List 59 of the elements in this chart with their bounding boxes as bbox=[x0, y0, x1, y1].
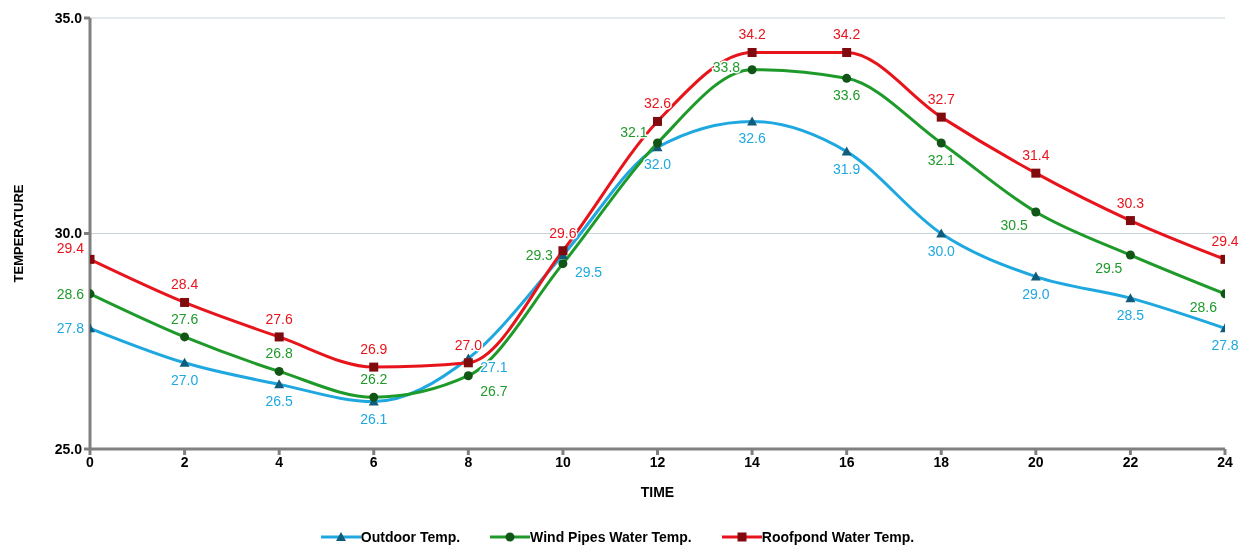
x-tick-label: 14 bbox=[744, 453, 761, 470]
data-label: 31.4 bbox=[1022, 147, 1050, 164]
y-tick-label: 25.0 bbox=[54, 440, 83, 457]
data-label: 32.1 bbox=[620, 123, 648, 140]
data-label: 28.4 bbox=[170, 276, 199, 293]
data-label: 29.0 bbox=[1022, 285, 1050, 302]
data-label: 29.6 bbox=[549, 224, 577, 241]
data-label: 29.5 bbox=[574, 264, 603, 281]
data-label: 34.2 bbox=[738, 26, 766, 43]
x-tick-label: 0 bbox=[86, 453, 95, 470]
legend-label: Outdoor Temp. bbox=[360, 529, 461, 545]
data-label: 26.2 bbox=[360, 371, 388, 388]
x-tick-label: 8 bbox=[464, 453, 473, 470]
x-tick-label: 12 bbox=[649, 453, 666, 470]
data-label: 31.9 bbox=[833, 160, 861, 177]
data-label: 32.7 bbox=[927, 91, 956, 108]
data-label: 26.5 bbox=[265, 393, 293, 410]
data-label: 27.0 bbox=[170, 371, 199, 388]
data-label: 28.6 bbox=[56, 285, 85, 302]
x-tick-label: 10 bbox=[555, 453, 571, 470]
x-tick-label: 6 bbox=[369, 453, 378, 470]
y-tick-label: 30.0 bbox=[54, 225, 83, 242]
data-label: 27.6 bbox=[265, 310, 293, 327]
legend-label: Roofpond Water Temp. bbox=[761, 529, 915, 545]
data-label: 26.1 bbox=[360, 410, 388, 427]
x-tick-label: 2 bbox=[180, 453, 189, 470]
x-tick-label: 4 bbox=[275, 453, 284, 470]
data-label: 26.9 bbox=[360, 341, 388, 358]
data-label: 29.4 bbox=[1211, 233, 1239, 250]
x-tick-label: 24 bbox=[1217, 453, 1233, 470]
x-tick-label: 18 bbox=[933, 453, 950, 470]
data-label: 30.3 bbox=[1116, 194, 1145, 211]
data-label: 32.6 bbox=[643, 95, 672, 112]
legend-label: Wind Pipes Water Temp. bbox=[530, 529, 692, 545]
x-tick-label: 22 bbox=[1122, 453, 1139, 470]
data-label: 27.1 bbox=[480, 359, 508, 376]
data-label: 28.6 bbox=[1189, 298, 1218, 315]
data-label: 33.6 bbox=[833, 87, 861, 104]
data-label: 26.8 bbox=[265, 345, 293, 362]
y-tick-label: 35.0 bbox=[54, 9, 83, 26]
data-label: 29.4 bbox=[56, 240, 85, 257]
data-label: 34.2 bbox=[833, 26, 861, 43]
y-axis-title: TEMPERATURE bbox=[10, 184, 26, 283]
data-label: 32.1 bbox=[927, 151, 956, 168]
data-label: 27.6 bbox=[170, 310, 199, 327]
data-label: 26.7 bbox=[480, 382, 508, 399]
x-tick-label: 16 bbox=[838, 453, 855, 470]
data-label: 28.5 bbox=[1116, 307, 1145, 324]
data-label: 29.3 bbox=[525, 246, 554, 263]
data-label: 27.8 bbox=[1211, 337, 1239, 354]
data-label: 30.5 bbox=[1000, 216, 1029, 233]
data-label: 27.0 bbox=[454, 336, 483, 353]
data-label: 27.8 bbox=[56, 320, 85, 337]
data-label: 32.0 bbox=[643, 156, 672, 173]
data-label: 32.6 bbox=[738, 130, 766, 147]
data-label: 29.5 bbox=[1095, 260, 1123, 277]
x-axis-title: TIME bbox=[640, 484, 675, 500]
data-label: 30.0 bbox=[927, 242, 956, 259]
x-tick-label: 20 bbox=[1028, 453, 1044, 470]
